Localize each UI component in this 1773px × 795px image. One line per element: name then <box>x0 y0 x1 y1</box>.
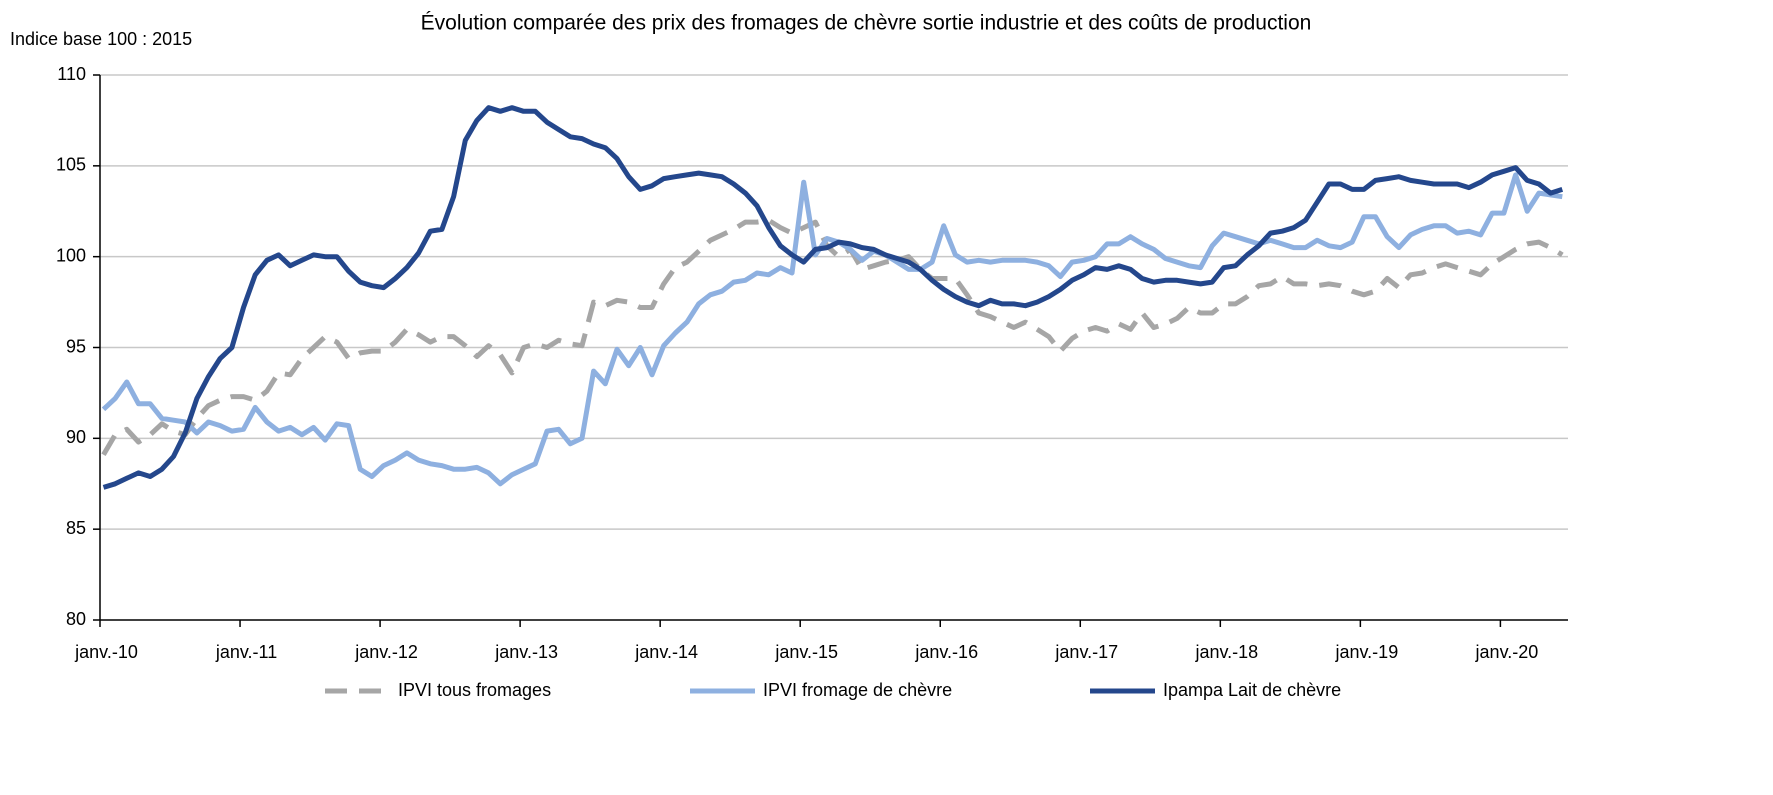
x-tick-label: janv.-16 <box>914 642 978 662</box>
series-line <box>102 105 1564 490</box>
y-tick-label: 110 <box>57 64 86 84</box>
y-tick-label: 100 <box>56 245 86 265</box>
x-tick-label: janv.-17 <box>1054 642 1118 662</box>
x-tick-label: janv.-11 <box>215 642 277 662</box>
y-axis-label: Indice base 100 : 2015 <box>10 29 192 49</box>
x-tick-label: janv.-14 <box>634 642 698 662</box>
series-line <box>101 217 1564 456</box>
x-tick-label: janv.-10 <box>74 642 138 662</box>
y-tick-label: 95 <box>66 336 86 356</box>
x-tick-label: janv.-13 <box>494 642 558 662</box>
chart-title: Évolution comparée des prix des fromages… <box>421 12 1312 35</box>
y-tick-label: 105 <box>56 155 86 175</box>
y-tick-label: 80 <box>66 609 86 629</box>
x-tick-label: janv.-19 <box>1335 642 1399 662</box>
legend-label: Ipampa Lait de chèvre <box>1163 680 1341 700</box>
legend-label: IPVI tous fromages <box>398 680 551 700</box>
y-tick-label: 85 <box>66 518 86 538</box>
x-tick-label: janv.-12 <box>354 642 418 662</box>
y-tick-label: 90 <box>66 427 86 447</box>
legend-label: IPVI fromage de chèvre <box>763 680 952 700</box>
x-tick-label: janv.-20 <box>1475 642 1539 662</box>
x-tick-label: janv.-18 <box>1194 642 1258 662</box>
x-tick-label: janv.-15 <box>774 642 838 662</box>
series-line <box>101 172 1563 487</box>
